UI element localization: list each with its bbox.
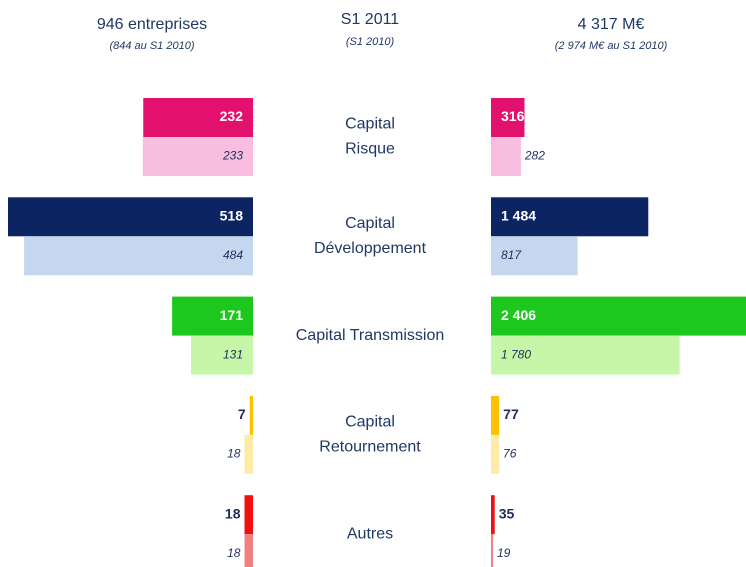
bar: [491, 395, 500, 435]
left-title: 946 entreprises: [97, 16, 207, 33]
center-title: S1 2011: [341, 11, 400, 28]
category-label: Capital: [345, 215, 395, 232]
bar: [491, 434, 500, 474]
value-label: 232: [220, 108, 244, 124]
value-label: 2 406: [501, 307, 536, 323]
right-subtitle: (2 974 M€ au S1 2010): [555, 40, 668, 52]
bar: [491, 335, 680, 375]
category-label: Retournement: [319, 439, 421, 456]
bar: [491, 296, 746, 336]
category-label: Capital: [345, 414, 395, 431]
value-label: 18: [227, 447, 241, 461]
value-label: 18: [227, 546, 241, 560]
value-label: 484: [223, 248, 243, 262]
left-subtitle: (844 au S1 2010): [109, 40, 194, 52]
value-label: 282: [524, 149, 545, 163]
category-label: Risque: [345, 141, 395, 158]
value-label: 316: [501, 108, 525, 124]
bar: [8, 197, 253, 237]
bar: [244, 534, 253, 567]
value-label: 18: [225, 505, 241, 521]
value-label: 35: [499, 505, 515, 521]
value-label: 817: [501, 248, 522, 262]
bar: [491, 137, 521, 176]
bar: [491, 197, 649, 237]
right-title: 4 317 M€: [578, 16, 645, 33]
value-label: 171: [220, 307, 244, 323]
category-label: Autres: [347, 525, 393, 542]
center-subtitle: (S1 2010): [346, 36, 395, 48]
bar: [24, 236, 253, 276]
category-label: Capital Transmission: [296, 327, 445, 344]
bar: [244, 495, 253, 535]
category-label: Capital: [345, 116, 395, 133]
bar: [491, 495, 495, 535]
bar: [143, 98, 253, 137]
bar: [142, 137, 253, 176]
bar: [491, 98, 525, 137]
bar: [191, 335, 253, 375]
bar: [244, 434, 253, 474]
bar: [491, 534, 494, 567]
bar: [172, 296, 253, 336]
value-label: 131: [223, 347, 243, 361]
value-label: 1 780: [501, 347, 531, 361]
value-label: 1 484: [501, 208, 536, 224]
value-label: 76: [503, 447, 517, 461]
value-label: 77: [503, 406, 519, 422]
value-label: 19: [497, 546, 511, 560]
value-label: 518: [220, 208, 244, 224]
category-label: Développement: [314, 240, 427, 257]
value-label: 7: [238, 406, 246, 422]
value-label: 233: [222, 149, 243, 163]
bar: [491, 236, 578, 276]
bar: [249, 395, 253, 435]
